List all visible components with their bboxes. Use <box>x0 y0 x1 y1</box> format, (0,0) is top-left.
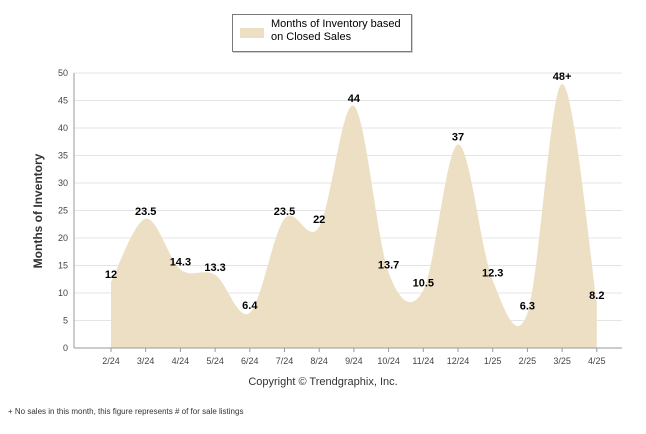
data-label-12: 6.3 <box>520 300 535 312</box>
data-label-1: 23.5 <box>135 206 156 218</box>
data-label-4: 6.4 <box>242 300 258 312</box>
data-labels: 12 23.5 14.3 13.3 6.4 23.5 22 44 13.7 10.5 37 12.3 6… <box>105 71 605 312</box>
x-tick-label-13: 3/25 <box>553 356 571 366</box>
legend-label: Months of Inventory based on Closed Sale… <box>271 18 401 43</box>
y-tick-label-8: 40 <box>58 123 68 133</box>
data-label-13: 48+ <box>553 71 572 83</box>
y-tick-label-2: 10 <box>58 288 68 298</box>
data-label-11: 12.3 <box>482 267 503 279</box>
series-area-path <box>111 83 597 348</box>
legend: Months of Inventory based on Closed Sale… <box>232 14 412 52</box>
y-axis-label: Months of Inventory <box>31 153 45 268</box>
y-tick-label-1: 5 <box>63 316 68 326</box>
data-label-5: 23.5 <box>274 206 295 218</box>
x-tick-label-8: 10/24 <box>377 356 400 366</box>
y-tick-label-4: 20 <box>58 233 68 243</box>
y-tick-label-6: 30 <box>58 178 68 188</box>
data-label-14: 8.2 <box>589 290 604 302</box>
y-tick-label-5: 25 <box>58 206 68 216</box>
y-tick-labels: 0 5 10 15 20 25 30 35 40 45 50 <box>58 68 68 353</box>
data-label-10: 37 <box>452 132 464 144</box>
x-tick-label-1: 3/24 <box>137 356 155 366</box>
x-tick-label-10: 12/24 <box>447 356 470 366</box>
x-tick-label-2: 4/24 <box>172 356 190 366</box>
footnote-text: + No sales in this month, this figure re… <box>8 407 244 416</box>
x-tick-label-12: 2/25 <box>519 356 537 366</box>
y-tick-label-7: 35 <box>58 151 68 161</box>
x-tick-label-0: 2/24 <box>102 356 120 366</box>
data-label-0: 12 <box>105 269 117 281</box>
legend-swatch <box>240 28 264 38</box>
series-area <box>111 83 597 348</box>
x-tick-label-14: 4/25 <box>588 356 606 366</box>
x-tick-label-5: 7/24 <box>276 356 294 366</box>
x-tick-labels: 2/24 3/24 4/24 5/24 6/24 7/24 8/24 9/24 10/24 11/… <box>102 356 605 366</box>
copyright-text: Copyright © Trendgraphix, Inc. <box>248 376 398 388</box>
y-tick-label-3: 15 <box>58 261 68 271</box>
y-tick-label-10: 50 <box>58 68 68 78</box>
axes <box>73 73 622 352</box>
data-label-6: 22 <box>313 214 325 226</box>
data-label-7: 44 <box>348 93 361 105</box>
data-label-3: 13.3 <box>204 262 225 274</box>
x-tick-label-3: 5/24 <box>206 356 224 366</box>
x-tick-label-11: 1/25 <box>484 356 502 366</box>
x-tick-label-4: 6/24 <box>241 356 259 366</box>
x-tick-label-7: 9/24 <box>345 356 363 366</box>
y-tick-label-9: 45 <box>58 96 68 106</box>
y-tick-label-0: 0 <box>63 343 68 353</box>
data-label-2: 14.3 <box>170 256 191 268</box>
data-label-9: 10.5 <box>413 277 434 289</box>
x-tick-label-9: 11/24 <box>412 356 434 366</box>
data-label-8: 13.7 <box>378 260 399 272</box>
x-tick-label-6: 8/24 <box>310 356 328 366</box>
